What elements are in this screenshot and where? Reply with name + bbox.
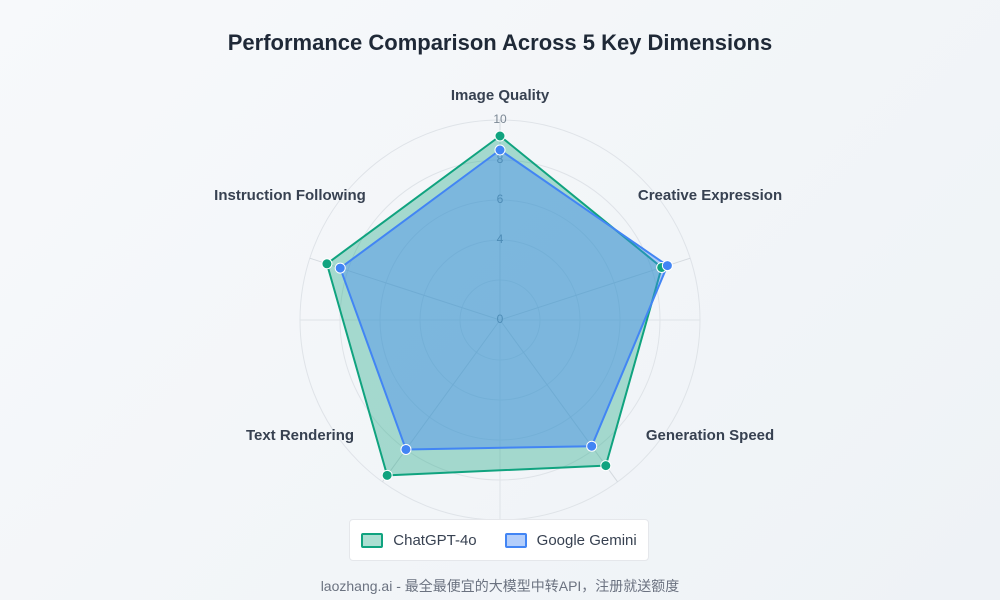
tick-label-4: 4 xyxy=(497,232,504,246)
series-0-point-4[interactable] xyxy=(321,258,333,270)
series-1-point-2[interactable] xyxy=(586,440,598,452)
series-area-0 xyxy=(325,135,663,477)
series-area-1 xyxy=(339,149,669,451)
legend-swatch-gemini xyxy=(504,532,527,548)
legend: ChatGPT-4o Google Gemini xyxy=(349,519,649,561)
series-1-point-0[interactable] xyxy=(494,144,506,156)
radial-ticks: 0 4 6 8 10 xyxy=(493,112,507,326)
footer-text: laozhang.ai - 最全最便宜的大模型中转API，注册就送额度 xyxy=(321,578,680,594)
tick-label-6: 6 xyxy=(497,192,504,206)
axis-label-2: Generation Speed xyxy=(646,427,774,444)
series-0-point-3[interactable] xyxy=(381,469,393,481)
axis-labels: Image Quality Creative Expression Generati… xyxy=(214,87,782,444)
series-layer xyxy=(321,130,673,481)
axis-label-0: Image Quality xyxy=(451,87,550,104)
series-1-point-4[interactable] xyxy=(334,262,346,274)
series-1-point-3[interactable] xyxy=(400,443,412,455)
axis-label-1: Creative Expression xyxy=(638,187,782,204)
tick-label-10: 10 xyxy=(493,112,507,126)
spoke-2 xyxy=(499,319,618,483)
axis-label-4: Instruction Following xyxy=(214,187,366,204)
chart-title: Performance Comparison Across 5 Key Dime… xyxy=(228,30,772,55)
tick-label-0: 0 xyxy=(497,312,504,326)
series-0-point-0[interactable] xyxy=(494,130,506,142)
series-1-point-1[interactable] xyxy=(661,260,673,272)
legend-label-gemini: Google Gemini xyxy=(536,531,637,549)
spoke-3 xyxy=(382,319,501,483)
legend-item-chatgpt[interactable]: ChatGPT-4o xyxy=(361,531,477,549)
tick-label-8: 8 xyxy=(497,152,504,166)
legend-item-gemini[interactable]: Google Gemini xyxy=(504,531,637,549)
axis-label-3: Text Rendering xyxy=(246,427,354,444)
legend-label-chatgpt: ChatGPT-4o xyxy=(393,531,477,549)
series-0-point-2[interactable] xyxy=(600,460,612,472)
legend-swatch-chatgpt xyxy=(361,532,384,548)
